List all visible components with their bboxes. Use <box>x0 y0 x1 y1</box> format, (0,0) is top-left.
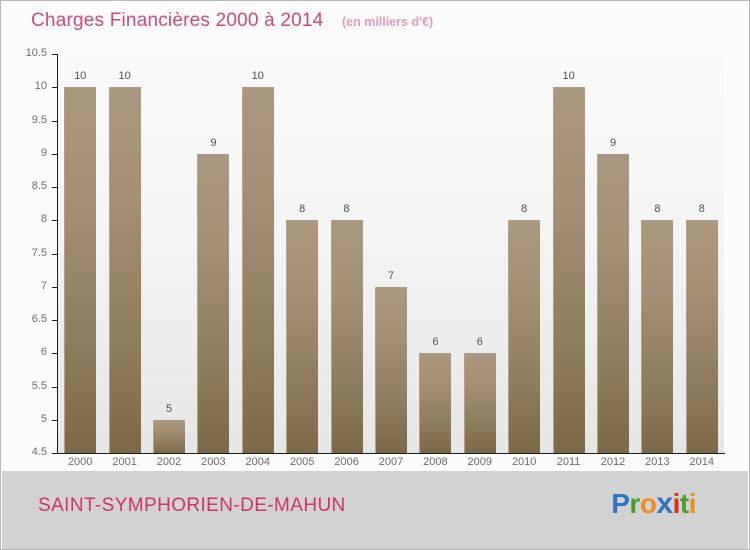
y-axis-label: 7.5 <box>31 246 47 259</box>
bar-value-label: 7 <box>387 269 395 282</box>
x-axis-label: 2002 <box>156 456 182 468</box>
y-axis-tick <box>52 320 58 321</box>
bar[interactable] <box>286 220 319 453</box>
bar-value-label: 10 <box>562 70 575 83</box>
y-axis-tick <box>52 386 58 388</box>
y-axis-tick <box>52 253 58 255</box>
plot-area <box>58 54 724 453</box>
bar-value-label: 8 <box>654 203 661 216</box>
y-axis-tick <box>52 54 58 55</box>
x-axis-label: 2006 <box>334 456 359 468</box>
logo-letter-r: r <box>629 488 640 519</box>
x-axis-label: 2008 <box>423 456 448 468</box>
y-axis-label: 9.5 <box>31 113 47 126</box>
x-axis-label: 2011 <box>556 456 581 468</box>
x-axis-line <box>57 453 725 454</box>
bar-value-label: 10 <box>118 70 131 83</box>
y-axis-label: 10 <box>34 80 47 93</box>
y-axis-label: 8 <box>40 213 47 226</box>
y-axis-label: 6.5 <box>31 313 47 325</box>
bar-value-label: 8 <box>299 203 306 216</box>
bar-value-label: 9 <box>609 136 617 149</box>
bar[interactable] <box>64 87 97 453</box>
y-axis-tick <box>52 453 58 454</box>
y-axis-label: 9 <box>40 146 47 159</box>
x-axis-label: 2014 <box>689 456 715 468</box>
bar[interactable] <box>641 220 674 453</box>
chart-header: Charges Financières 2000 à 2014 (en mill… <box>1 1 749 41</box>
x-axis-label: 2007 <box>378 456 404 468</box>
y-axis-label: 10.5 <box>25 47 47 59</box>
chart-footer: SAINT-SYMPHORIEN-DE-MAHUN Proxiti <box>2 471 748 549</box>
x-axis-label: 2003 <box>201 456 226 468</box>
bar-value-label: 6 <box>432 336 439 349</box>
bar[interactable] <box>197 153 230 453</box>
chart-subtitle: (en milliers d'€) <box>342 15 434 29</box>
y-axis-tick <box>52 120 58 122</box>
logo-letter-p: P <box>611 488 630 519</box>
bar[interactable] <box>241 87 274 453</box>
y-axis-tick <box>52 87 58 89</box>
y-axis-label: 5 <box>40 412 47 425</box>
bar-value-label: 10 <box>74 70 87 83</box>
logo-letter-t: t <box>679 488 689 519</box>
y-axis-tick <box>52 419 58 421</box>
proxiti-logo[interactable]: Proxiti <box>611 489 696 519</box>
x-axis-label: 2010 <box>511 456 537 468</box>
logo-letter-x: x <box>656 487 673 520</box>
y-axis-label: 4.5 <box>31 446 47 458</box>
y-axis-tick <box>52 286 58 288</box>
bar[interactable] <box>552 87 585 453</box>
y-axis-label: 5.5 <box>31 379 47 392</box>
bar[interactable] <box>419 353 452 453</box>
bar-value-label: 6 <box>476 336 483 349</box>
y-axis-label: 8.5 <box>31 180 47 192</box>
x-axis-label: 2012 <box>600 456 626 468</box>
bar-value-label: 8 <box>521 203 528 216</box>
chart-title: Charges Financières 2000 à 2014 <box>31 10 324 31</box>
bar[interactable] <box>330 220 363 453</box>
bar-value-label: 8 <box>343 203 350 216</box>
bar[interactable] <box>508 220 541 453</box>
bar-value-label: 10 <box>251 70 264 83</box>
x-axis-label: 2004 <box>245 456 271 468</box>
y-axis-label: 7 <box>40 279 47 292</box>
x-axis-label: 2001 <box>112 456 137 468</box>
bar[interactable] <box>108 87 141 453</box>
x-axis-label: 2000 <box>67 456 93 468</box>
y-axis-tick <box>52 220 58 222</box>
bar-value-label: 5 <box>165 402 173 415</box>
bar[interactable] <box>375 286 407 453</box>
logo-letter-i-second: i <box>688 488 697 519</box>
y-axis-label: 6 <box>40 346 47 359</box>
y-axis-tick <box>52 153 58 155</box>
bar[interactable] <box>153 419 185 453</box>
bar-value-label: 9 <box>210 136 217 149</box>
y-axis-tick <box>52 353 58 355</box>
bar[interactable] <box>685 220 718 453</box>
x-axis-label: 2005 <box>289 456 315 468</box>
x-axis-label: 2009 <box>467 456 493 468</box>
y-axis-tick <box>52 187 58 188</box>
bar[interactable] <box>463 353 496 453</box>
bar-value-label: 8 <box>698 203 705 216</box>
logo-letter-i-first: i <box>672 488 681 519</box>
bar[interactable] <box>597 153 629 453</box>
commune-name: SAINT-SYMPHORIEN-DE-MAHUN <box>38 495 346 516</box>
logo-letter-o: o <box>639 488 657 519</box>
x-axis-label: 2013 <box>645 456 670 468</box>
